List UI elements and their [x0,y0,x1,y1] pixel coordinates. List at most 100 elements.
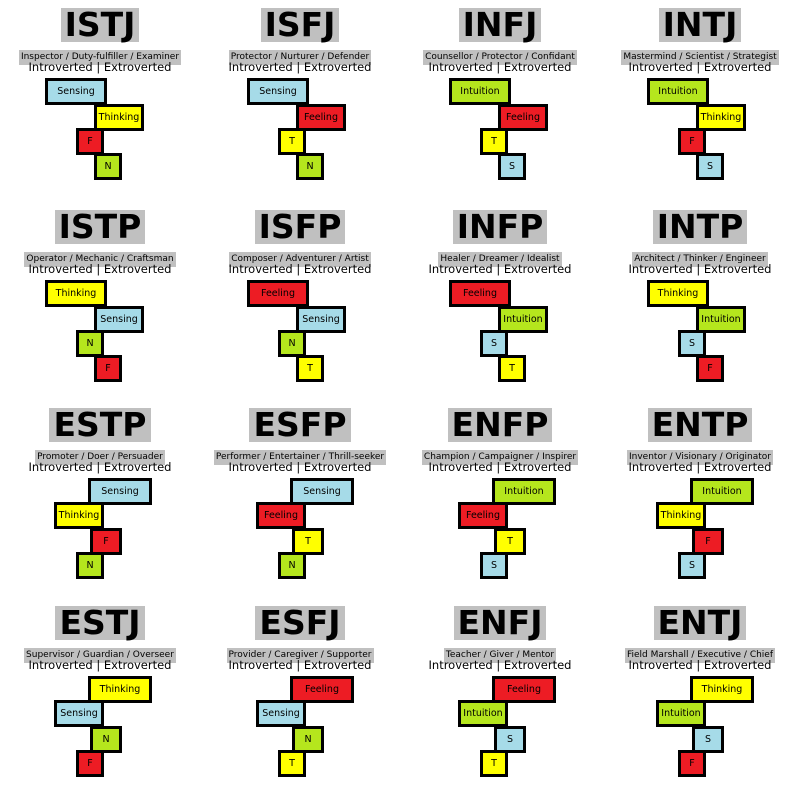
type-code-title: ENFP [400,408,600,442]
type-code-label: ESTP [49,408,151,442]
function-box-n: N [76,552,104,579]
type-code-label: ESFP [249,408,351,442]
type-roles: Mastermind / Scientist / Strategist [600,44,800,65]
function-box-n: N [278,552,306,579]
type-card-isfj: ISFJ Protector / Nurturer / Defender Intro… [200,0,400,200]
type-roles: Promoter / Doer / Persuader [0,444,200,465]
type-code-title: ENTP [600,408,800,442]
introverted-extroverted-label: Introverted | Extroverted [228,460,372,474]
function-box-n: N [292,726,324,753]
function-box-t: T [480,128,508,155]
function-box-f: F [94,355,122,382]
type-roles-label: Counsellor / Protector / Confidant [423,50,577,65]
function-box-intuition: Intuition [458,700,508,727]
type-code-title: ENTJ [600,606,800,640]
type-roles-label: Teacher / Giver / Mentor [443,648,557,663]
type-roles-label: Composer / Adventurer / Artist [229,252,371,267]
type-roles: Field Marshall / Executive / Chief [600,642,800,663]
type-card-esfj: ESFJ Provider / Caregiver / Supporter Intr… [200,598,400,798]
type-code-label: ISFP [254,210,346,244]
type-card-esfp: ESFP Performer / Entertainer / Thrill-see… [200,400,400,600]
type-code-label: ISFJ [260,8,340,42]
function-box-sensing: Sensing [88,478,152,505]
type-roles: Healer / Dreamer / Idealist [400,246,600,267]
type-code-title: ESTJ [0,606,200,640]
function-box-n: N [94,153,122,180]
function-box-sensing: Sensing [94,306,144,333]
type-card-enfp: ENFP Champion / Campaigner / Inspirer Intr… [400,400,600,600]
function-box-f: F [696,355,724,382]
type-roles-label: Architect / Thinker / Engineer [632,252,768,267]
type-roles: Supervisor / Guardian / Overseer [0,642,200,663]
function-box-thinking: Thinking [88,676,152,703]
introverted-extroverted-label: Introverted | Extroverted [28,460,172,474]
type-code-title: ESTP [0,408,200,442]
type-card-istj: ISTJ Inspector / Duty-fulfiller / Examine… [0,0,200,200]
type-card-estp: ESTP Promoter / Doer / Persuader Introvert… [0,400,200,600]
function-box-feeling: Feeling [296,104,346,131]
function-box-feeling: Feeling [492,676,556,703]
introverted-extroverted-label: Introverted | Extroverted [628,460,772,474]
function-box-t: T [278,750,306,777]
function-box-thinking: Thinking [656,502,706,529]
type-roles: Performer / Entertainer / Thrill-seeker [200,444,400,465]
type-code-title: ISFP [200,210,400,244]
function-box-s: S [696,153,724,180]
function-box-feeling: Feeling [458,502,508,529]
type-code-label: ISTP [54,210,146,244]
introverted-extroverted-label: Introverted | Extroverted [428,658,572,672]
type-code-label: ENTJ [653,606,747,640]
type-card-intj: INTJ Mastermind / Scientist / Strategist I… [600,0,800,200]
type-roles: Architect / Thinker / Engineer [600,246,800,267]
function-box-thinking: Thinking [54,502,104,529]
type-card-entj: ENTJ Field Marshall / Executive / Chief In… [600,598,800,798]
type-card-istp: ISTP Operator / Mechanic / Craftsman Intro… [0,202,200,402]
type-code-label: ENFJ [453,606,547,640]
type-roles-label: Protector / Nurturer / Defender [228,50,372,65]
function-box-f: F [678,128,706,155]
function-box-t: T [498,355,526,382]
type-code-title: ESFP [200,408,400,442]
function-box-intuition: Intuition [492,478,556,505]
function-box-t: T [296,355,324,382]
introverted-extroverted-label: Introverted | Extroverted [628,262,772,276]
function-box-feeling: Feeling [247,280,309,307]
type-code-title: INTJ [600,8,800,42]
introverted-extroverted-label: Introverted | Extroverted [28,60,172,74]
introverted-extroverted-label: Introverted | Extroverted [228,658,372,672]
type-code-label: ISTJ [60,8,140,42]
type-roles: Champion / Campaigner / Inspirer [400,444,600,465]
function-box-n: N [90,726,122,753]
type-code-label: INFJ [458,8,542,42]
type-roles: Counsellor / Protector / Confidant [400,44,600,65]
introverted-extroverted-label: Introverted | Extroverted [228,60,372,74]
function-box-intuition: Intuition [656,700,706,727]
function-box-sensing: Sensing [296,306,346,333]
function-box-n: N [278,330,306,357]
type-code-title: ENFJ [400,606,600,640]
type-roles-label: Inventor / Visionary / Originator [626,450,774,465]
function-box-intuition: Intuition [449,78,511,105]
type-roles: Operator / Mechanic / Craftsman [0,246,200,267]
function-box-s: S [480,330,508,357]
function-box-t: T [480,750,508,777]
function-box-f: F [678,750,706,777]
type-roles: Composer / Adventurer / Artist [200,246,400,267]
type-code-title: INFP [400,210,600,244]
function-box-sensing: Sensing [45,78,107,105]
function-box-s: S [678,552,706,579]
type-roles-label: Mastermind / Scientist / Strategist [621,50,779,65]
type-code-title: INTP [600,210,800,244]
function-box-intuition: Intuition [696,306,746,333]
function-box-f: F [90,528,122,555]
type-card-infp: INFP Healer / Dreamer / Idealist Introvert… [400,202,600,402]
function-box-sensing: Sensing [54,700,104,727]
type-code-label: ESFJ [255,606,345,640]
introverted-extroverted-label: Introverted | Extroverted [628,658,772,672]
introverted-extroverted-label: Introverted | Extroverted [428,60,572,74]
function-box-n: N [296,153,324,180]
type-card-intp: INTP Architect / Thinker / Engineer Introv… [600,202,800,402]
function-box-thinking: Thinking [647,280,709,307]
type-card-isfp: ISFP Composer / Adventurer / Artist Introv… [200,202,400,402]
introverted-extroverted-label: Introverted | Extroverted [428,262,572,276]
